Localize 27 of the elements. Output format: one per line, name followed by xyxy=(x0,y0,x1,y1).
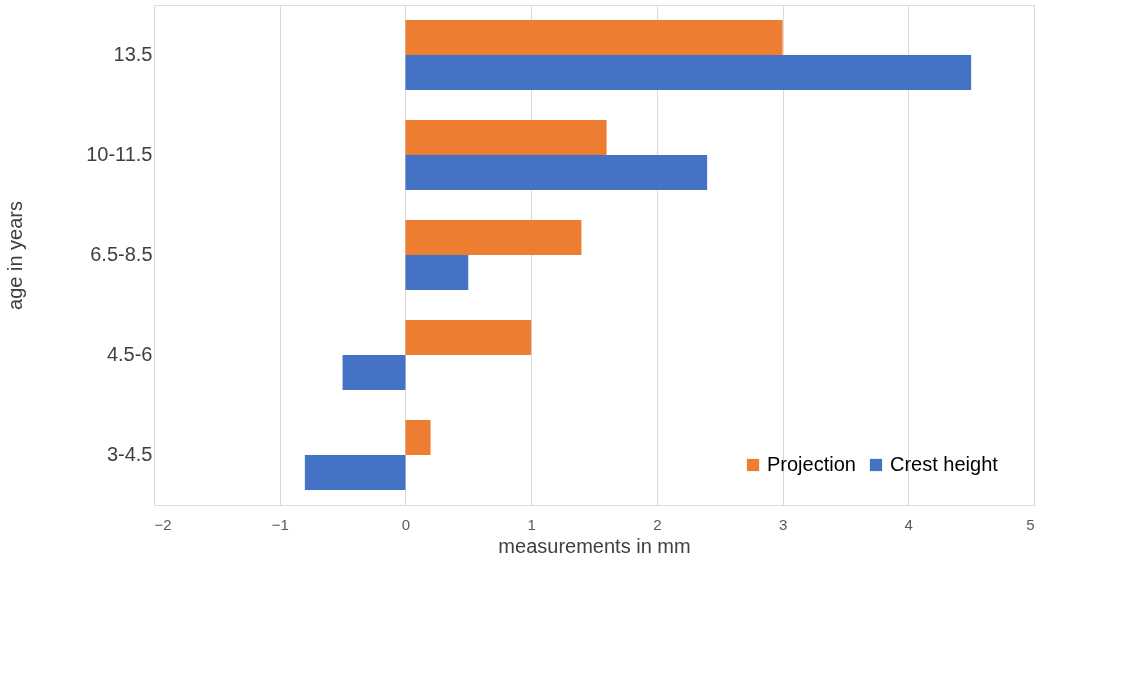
bar xyxy=(405,255,469,290)
x-tick-label: 4 xyxy=(904,515,913,533)
y-tick-label: 4.5-6 xyxy=(106,343,153,365)
bar xyxy=(405,55,972,90)
x-axis-title: measurements in mm xyxy=(498,534,691,557)
bar xyxy=(405,20,783,55)
x-tick-label: 5 xyxy=(1026,515,1035,533)
y-tick-label: 6.5-8.5 xyxy=(90,243,153,265)
bar xyxy=(304,455,406,490)
y-axis-title: age in years xyxy=(4,201,27,310)
x-tick-label: 1 xyxy=(527,515,536,533)
x-tick-label: −2 xyxy=(154,515,172,533)
y-tick-label: 13.5 xyxy=(113,43,153,65)
legend-label: Crest height xyxy=(890,453,999,475)
bar xyxy=(405,320,532,355)
y-tick-label: 3-4.5 xyxy=(106,443,153,465)
bar xyxy=(405,420,431,455)
bar xyxy=(405,220,582,255)
legend-label: Projection xyxy=(767,453,856,475)
y-tick-label: 10-11.5 xyxy=(86,143,153,165)
x-tick-label: 3 xyxy=(778,515,788,533)
bar xyxy=(342,355,406,390)
x-tick-label: −1 xyxy=(271,515,289,533)
bar xyxy=(405,155,708,190)
bar xyxy=(405,120,607,155)
x-tick-label: 2 xyxy=(653,515,662,533)
x-tick-label: 0 xyxy=(401,515,411,533)
